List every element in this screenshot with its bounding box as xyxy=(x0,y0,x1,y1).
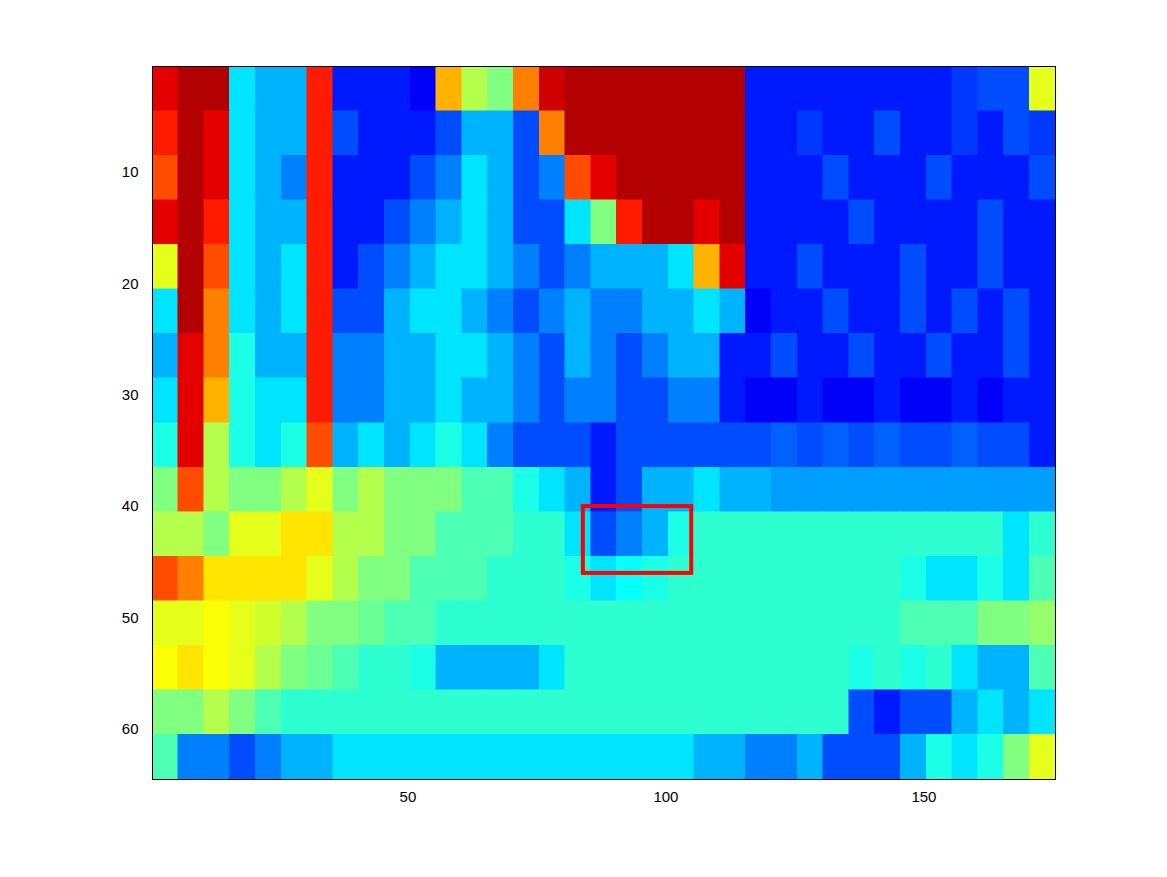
svg-text:150: 150 xyxy=(911,788,936,805)
svg-text:10: 10 xyxy=(122,163,139,180)
svg-text:20: 20 xyxy=(122,275,139,292)
svg-text:60: 60 xyxy=(122,720,139,737)
svg-text:100: 100 xyxy=(653,788,678,805)
svg-text:30: 30 xyxy=(122,386,139,403)
svg-text:50: 50 xyxy=(400,788,417,805)
svg-text:50: 50 xyxy=(122,609,139,626)
svg-text:40: 40 xyxy=(122,497,139,514)
